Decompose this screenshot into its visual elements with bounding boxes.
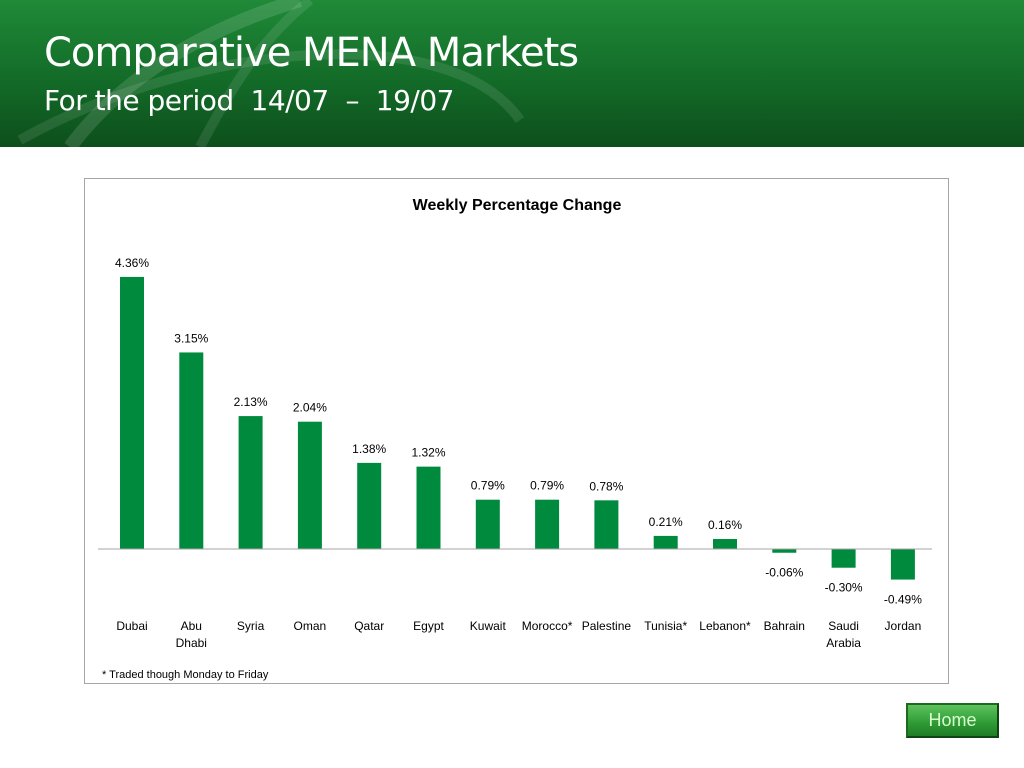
data-label: 2.13% <box>234 395 268 409</box>
category-label: Bahrain <box>764 619 805 633</box>
category-label: Abu Dhabi <box>176 619 207 650</box>
bar-5 <box>416 466 441 549</box>
bar-6 <box>475 499 500 549</box>
data-label: -0.30% <box>825 581 863 595</box>
data-label: 0.21% <box>649 515 683 529</box>
category-label: Qatar <box>354 619 384 633</box>
category-label: Syria <box>237 619 265 633</box>
bar-chart: Weekly Percentage Change 4.36% Dubai 3.15%… <box>98 197 932 681</box>
data-label: 0.16% <box>708 518 742 532</box>
category-label: Dubai <box>116 619 147 633</box>
chart-footnote: * Traded though Monday to Friday <box>102 669 269 681</box>
bar-9 <box>653 535 678 549</box>
category-label: Morocco* <box>522 619 573 633</box>
bar-10 <box>713 539 737 549</box>
data-label: 0.78% <box>589 479 623 493</box>
data-label: 1.38% <box>352 442 386 456</box>
bar-13 <box>890 549 915 580</box>
bar-12 <box>831 549 856 568</box>
data-label: 4.36% <box>115 256 149 270</box>
bar-11 <box>772 549 797 553</box>
category-label: Palestine <box>582 619 632 633</box>
category-label: Oman <box>294 619 327 633</box>
bar-4 <box>357 462 382 549</box>
data-label: 3.15% <box>174 331 208 345</box>
decorative-swirl-icon <box>17 0 525 147</box>
bar-0 <box>120 276 144 549</box>
page-subtitle: For the period 14/07 – 19/07 <box>44 84 454 117</box>
category-label: Kuwait <box>470 619 507 633</box>
bar-2 <box>238 416 263 549</box>
home-button[interactable]: Home <box>906 703 999 738</box>
category-label: Tunisia* <box>644 619 687 633</box>
category-label: Jordan <box>885 619 922 633</box>
category-label: Egypt <box>413 619 444 633</box>
chart-container: Weekly Percentage Change 4.36% Dubai 3.15%… <box>84 178 949 684</box>
slide-header: Comparative MENA Markets For the period … <box>0 0 1024 147</box>
data-label: -0.49% <box>884 593 922 607</box>
chart-title: Weekly Percentage Change <box>413 197 622 214</box>
bar-3 <box>297 421 322 549</box>
data-label: 0.79% <box>471 479 505 493</box>
bar-8 <box>594 500 619 549</box>
bar-1 <box>179 352 204 549</box>
bar-7 <box>535 499 560 549</box>
data-label: 0.79% <box>530 479 564 493</box>
data-label: -0.06% <box>765 566 803 580</box>
page-title: Comparative MENA Markets <box>44 30 579 76</box>
category-label: Saudi Arabia <box>826 619 861 650</box>
data-label: 2.04% <box>293 401 327 415</box>
data-label: 1.32% <box>411 446 445 460</box>
category-label: Lebanon* <box>699 619 751 633</box>
